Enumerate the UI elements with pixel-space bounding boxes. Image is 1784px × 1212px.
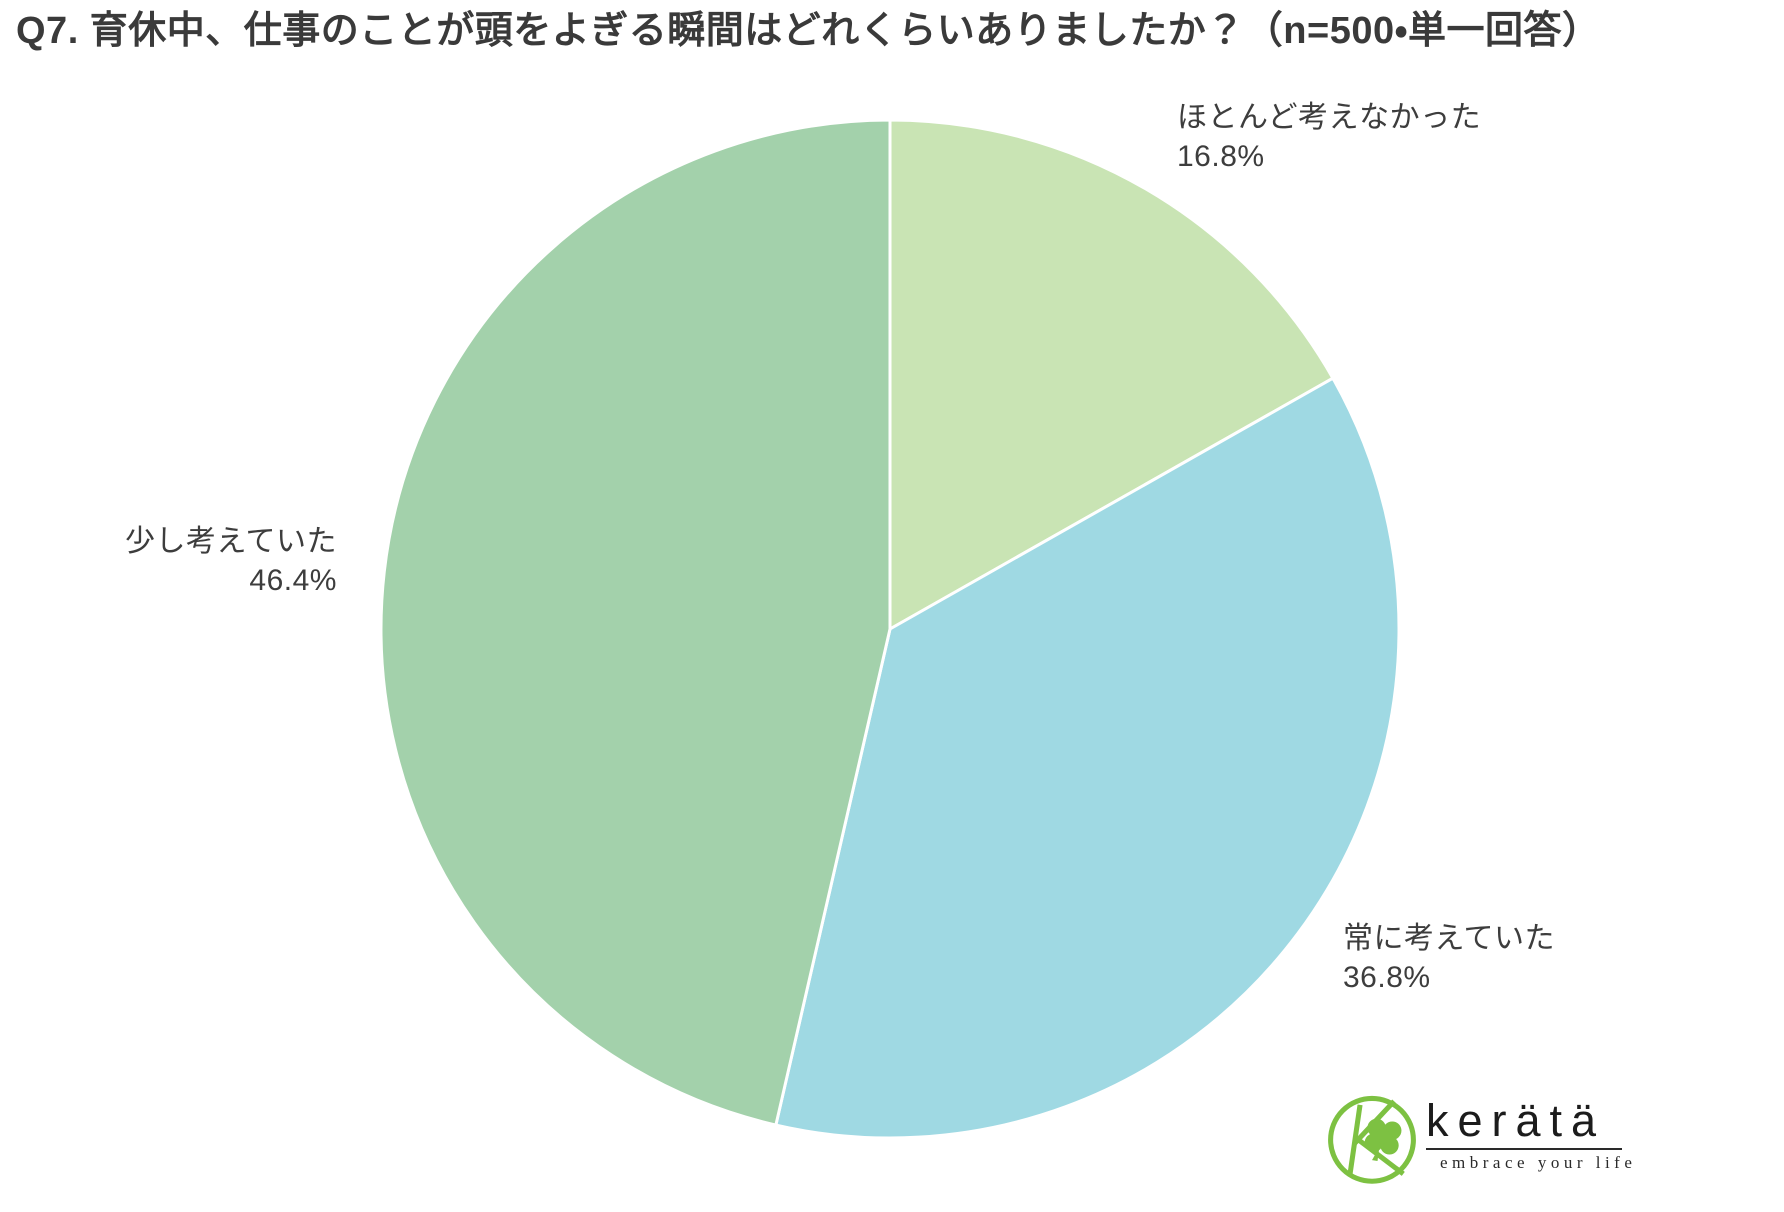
pie-slice-0 [888, 118, 1335, 631]
logo-divider [1426, 1148, 1622, 1150]
pie-label-hotondo-value: 16.8% [1177, 140, 1265, 173]
page-title: Q7. 育休中、仕事のことが頭をよぎる瞬間はどれくらいありましたか？（n=500… [16, 10, 1601, 52]
pie-label-tsuneni-value: 36.8% [1343, 961, 1431, 994]
pie-label-sukoshi: 少し考えていた 46.4% [0, 522, 337, 600]
pie-label-hotondo-text: ほとんど考えなかった [1177, 101, 1482, 134]
logo-text-column: kerätä embrace your life [1426, 1090, 1636, 1174]
kerata-logo: kerätä embrace your life [1326, 1090, 1636, 1186]
logo-wordmark: kerätä [1426, 1095, 1606, 1146]
pie-label-hotondo: ほとんど考えなかった 16.8% [1177, 98, 1481, 176]
pie-label-tsuneni-text: 常に考えていた [1343, 922, 1555, 955]
pie-label-tsuneni: 常に考えていた 36.8% [1343, 919, 1555, 997]
pie-label-sukoshi-value: 46.4% [249, 564, 337, 597]
kerata-clover-icon [1328, 1095, 1416, 1184]
pie-slice-1 [774, 376, 1401, 1140]
pie-slice-2 [379, 118, 892, 1127]
pie-label-sukoshi-text: 少し考えていた [125, 525, 337, 558]
logo-tagline: embrace your life [1440, 1153, 1637, 1172]
